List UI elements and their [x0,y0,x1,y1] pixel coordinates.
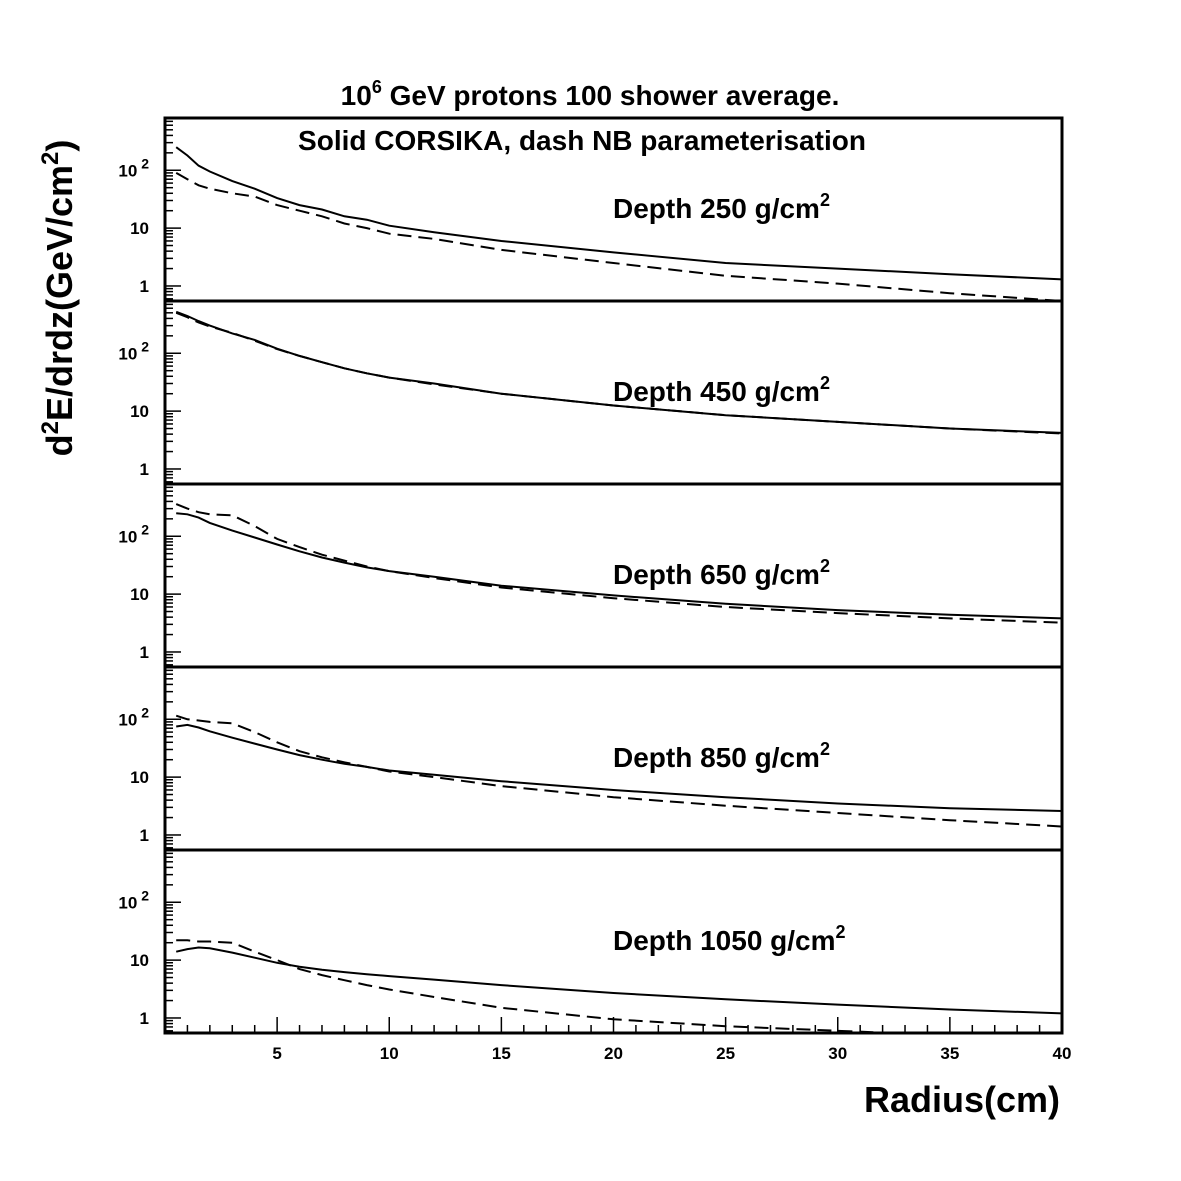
panel-depth-sup: 2 [836,922,846,942]
chart-subtitle: Solid CORSIKA, dash NB parameterisation [298,125,866,156]
y-tick-base: 10 [118,344,137,363]
x-axis-label: Radius(cm) [864,1079,1060,1120]
y-axis-label-close: ) [39,140,80,152]
panel-depth-label: Depth 650 g/cm2 [613,556,830,590]
y-axis-label-d: d [39,434,80,456]
series-line-corsika-solid [176,512,1062,620]
y-tick-label: 10 2 [118,155,149,180]
x-tick-label: 35 [940,1044,959,1063]
y-tick-label: 1 [140,460,149,479]
y-tick-exp: 2 [137,521,149,537]
series-line-nb-dashed [175,503,1062,624]
y-tick-label: 10 [130,219,149,238]
y-tick-label: 10 [130,768,149,787]
y-tick-label: 10 2 [118,521,149,546]
y-tick-label: 10 [130,402,149,421]
panel-depth-text: Depth 650 g/cm [613,559,820,590]
y-axis-label-mid: E/drdz(GeV/cm [39,165,80,421]
y-tick-exp: 2 [137,704,149,720]
panel-depth-text: Depth 450 g/cm [613,376,820,407]
y-tick-base: 10 [118,893,137,912]
y-tick-exp: 2 [137,887,149,903]
series-line-nb-dashed [175,714,1062,828]
series-line-nb-dashed [175,172,1062,301]
y-tick-label: 10 2 [118,704,149,729]
x-tick-label: 20 [604,1044,623,1063]
x-tick-label: 5 [272,1044,281,1063]
x-tick-label: 40 [1053,1044,1072,1063]
panel-depth-label: Depth 1050 g/cm2 [613,922,846,956]
y-axis-label-sup2: 2 [37,152,64,165]
panel-depth-sup: 2 [820,373,830,393]
y-tick-label: 10 2 [118,338,149,363]
panel-depth-text: Depth 850 g/cm [613,742,820,773]
x-tick-label: 15 [492,1044,511,1063]
panel-depth-label: Depth 250 g/cm2 [613,190,830,224]
x-tick-label: 10 [380,1044,399,1063]
y-tick-label: 10 2 [118,887,149,912]
panel-depth-text: Depth 1050 g/cm [613,925,836,956]
y-tick-base: 10 [118,161,137,180]
y-axis-label: d2E/drdz(GeV/cm2) [37,140,80,457]
title-rest: GeV protons 100 shower average. [382,80,840,111]
chart-title: 106 GeV protons 100 shower average. [341,77,840,111]
y-tick-exp: 2 [137,338,149,354]
panel-depth-sup: 2 [820,739,830,759]
panel-depth-text: Depth 250 g/cm [613,193,820,224]
panel-depth-label: Depth 850 g/cm2 [613,739,830,773]
y-tick-label: 1 [140,643,149,662]
title-exponent: 6 [372,77,382,97]
y-tick-base: 10 [118,527,137,546]
panel-depth-sup: 2 [820,190,830,210]
x-tick-label: 25 [716,1044,735,1063]
panel-depth-label: Depth 450 g/cm2 [613,373,830,407]
y-tick-label: 10 [130,951,149,970]
series-line-nb-dashed [175,311,1062,435]
series-line-corsika-solid [176,723,1062,812]
series-line-corsika-solid [175,946,1062,1015]
series-line-corsika-solid [175,146,1062,281]
y-tick-exp: 2 [137,155,149,171]
panel-depth-sup: 2 [820,556,830,576]
x-axis: 5 10 15 20 25 30 35 40 [186,1017,1072,1063]
y-tick-label: 1 [140,826,149,845]
y-tick-base: 10 [118,710,137,729]
y-axis-label-sup1: 2 [37,421,64,434]
y-tick-label: 1 [140,277,149,296]
y-tick-label: 10 [130,585,149,604]
y-tick-label: 1 [140,1009,149,1028]
title-base: 10 [341,80,372,111]
x-tick-label: 30 [828,1044,847,1063]
